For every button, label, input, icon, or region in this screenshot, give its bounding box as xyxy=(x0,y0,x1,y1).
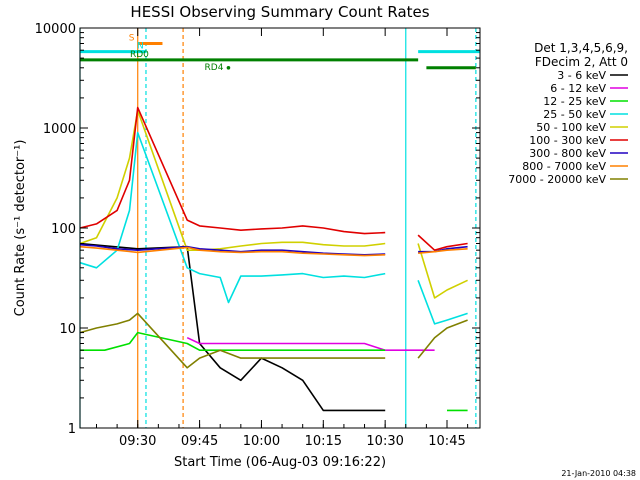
series-line-3 xyxy=(79,131,468,325)
y-tick-label-3: 1000 xyxy=(43,122,76,137)
legend-entry-label-7: 800 - 7000 keV xyxy=(522,160,606,173)
series-line-7 xyxy=(79,245,468,257)
flag-marker-5 xyxy=(226,65,231,70)
series-line-0 xyxy=(80,244,426,411)
flag-label-0: S xyxy=(129,33,135,43)
series-line-4 xyxy=(79,109,468,299)
series-line-2 xyxy=(80,331,468,412)
flag-label-1: N xyxy=(137,42,144,52)
legend-entry-label-5: 100 - 300 keV xyxy=(529,134,606,147)
legend-entry-label-4: 50 - 100 keV xyxy=(536,121,606,134)
y-tick-label-0: 1 xyxy=(68,422,76,437)
legend-title-line-1: Det 1,3,4,5,6,9, xyxy=(534,41,628,55)
flag-label-3: RD0 xyxy=(130,50,149,60)
series-line-1 xyxy=(186,336,435,351)
legend-entry-label-2: 12 - 25 keV xyxy=(543,95,606,108)
y-tick-label-2: 100 xyxy=(51,222,76,237)
series-line-5 xyxy=(79,106,468,251)
y-tick-label-1: 10 xyxy=(59,322,76,337)
y-axis-label: Count Rate (s⁻¹ detector⁻¹) xyxy=(13,140,28,317)
x-tick-label-0: 09:30 xyxy=(119,434,156,449)
legend-entry-label-1: 6 - 12 keV xyxy=(550,82,606,95)
x-tick-label-3: 10:15 xyxy=(305,434,342,449)
x-tick-label-4: 10:30 xyxy=(366,434,403,449)
chart-title: HESSI Observing Summary Count Rates xyxy=(130,3,429,21)
x-tick-label-5: 10:45 xyxy=(428,434,465,449)
series-line-8 xyxy=(79,312,468,369)
flag-label-5: RD4 xyxy=(205,63,224,73)
legend-entry-label-6: 300 - 800 keV xyxy=(529,147,606,160)
timestamp: 21-Jan-2010 04:38 xyxy=(561,469,636,478)
legend-entry-label-0: 3 - 6 keV xyxy=(557,69,606,82)
x-axis-label: Start Time (06-Aug-03 09:16:22) xyxy=(174,455,386,470)
x-tick-label-2: 10:00 xyxy=(243,434,280,449)
x-tick-label-1: 09:45 xyxy=(181,434,218,449)
y-tick-label-4: 10000 xyxy=(35,22,76,37)
legend-entry-label-8: 7000 - 20000 keV xyxy=(508,173,606,186)
legend-title-line-2: FDecim 2, Att 0 xyxy=(535,55,628,69)
legend-entry-label-3: 25 - 50 keV xyxy=(543,108,606,121)
